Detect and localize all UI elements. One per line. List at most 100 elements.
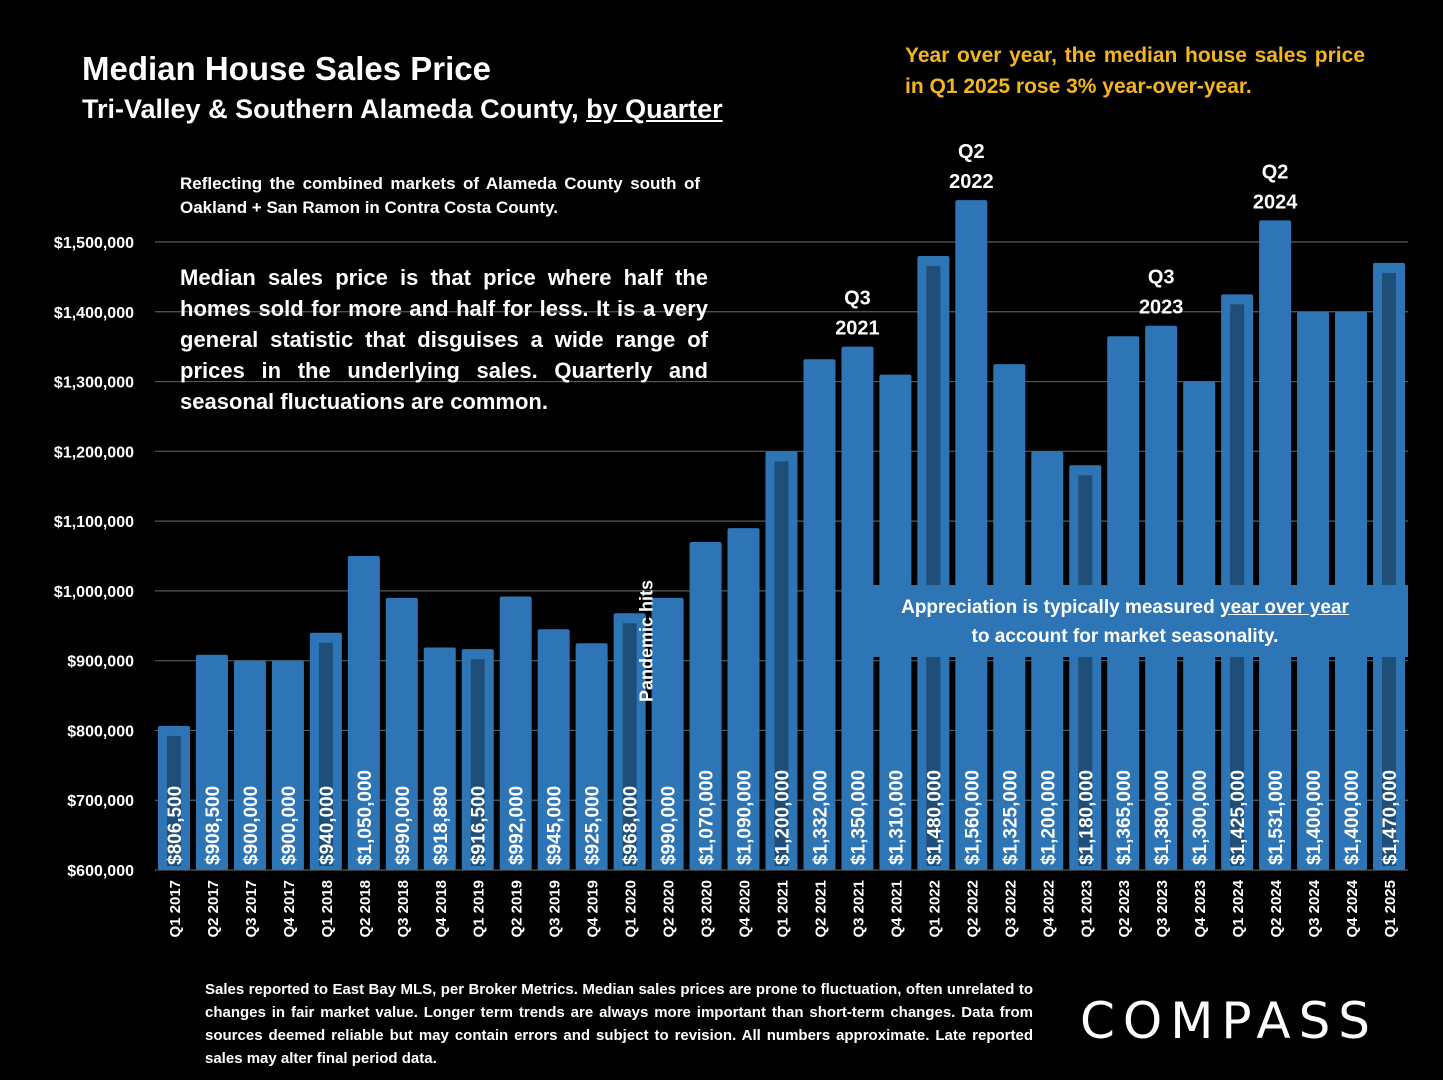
- bar-value-label: $1,070,000: [697, 770, 718, 865]
- x-tick-label: Q2 2022: [964, 880, 981, 938]
- x-tick-label: Q2 2018: [357, 880, 374, 938]
- bar: [955, 200, 988, 871]
- bar: [1031, 451, 1064, 870]
- note-markets: Reflecting the combined markets of Alame…: [180, 174, 700, 217]
- x-tick-label: Q2 2019: [509, 880, 526, 938]
- bar-q1-marker: [470, 659, 485, 866]
- bar-value-label: $990,000: [659, 786, 680, 865]
- y-tick-label: $600,000: [67, 863, 134, 880]
- bar: [195, 654, 228, 870]
- x-tick-label: Q4 2018: [433, 880, 450, 938]
- x-tick-label: Q2 2021: [812, 880, 829, 938]
- note-median-definition: Median sales price is that price where h…: [180, 265, 708, 414]
- y-tick-label: $900,000: [67, 654, 134, 671]
- bar-q1-marker: [774, 461, 789, 866]
- bar-value-label: $1,200,000: [1038, 770, 1059, 865]
- x-tick-label: Q3 2017: [243, 880, 260, 938]
- x-tick-label: Q1 2020: [623, 880, 640, 938]
- bar: [803, 359, 836, 870]
- x-tick-label: Q3 2021: [850, 880, 867, 938]
- annotation-quarter: Q2: [958, 141, 985, 163]
- x-tick-label: Q1 2024: [1230, 879, 1247, 937]
- bar-value-label: $918,880: [431, 786, 452, 865]
- bar-value-label: $1,050,000: [355, 770, 376, 865]
- bar-value-label: $1,400,000: [1342, 770, 1363, 865]
- x-tick-label: Q4 2017: [281, 880, 298, 938]
- y-tick-label: $1,500,000: [54, 235, 134, 252]
- bar-value-label: $1,325,000: [1000, 770, 1021, 865]
- callout-line2: to account for market seasonality.: [971, 626, 1279, 647]
- bar-value-label: $1,531,000: [1266, 770, 1287, 865]
- x-tick-label: Q1 2025: [1382, 880, 1399, 938]
- x-tick-label: Q4 2020: [737, 880, 754, 938]
- x-tick-label: Q3 2019: [547, 880, 564, 938]
- bar-value-label: $806,500: [165, 786, 186, 865]
- bar: [651, 597, 684, 870]
- x-tick-label: Q4 2023: [1192, 880, 1209, 938]
- chart-subtitle: Tri-Valley & Southern Alameda County, by…: [82, 94, 723, 125]
- annotation-quarter: Q2: [1262, 161, 1289, 183]
- callout-line1-underlined: year over year: [1220, 597, 1349, 618]
- subtitle-main: Tri-Valley & Southern Alameda County,: [82, 94, 587, 124]
- annotation-quarter: Q3: [1148, 267, 1175, 289]
- bar-q1-marker: [926, 265, 941, 866]
- bar-q1-marker: [318, 642, 333, 866]
- x-tick-label: Q2 2017: [205, 880, 222, 938]
- bar-q1-marker: [166, 735, 181, 866]
- bar-q1-marker: [1382, 272, 1397, 866]
- bar: [385, 597, 418, 870]
- x-tick-label: Q3 2023: [1154, 880, 1171, 938]
- bar-value-label: $900,000: [241, 786, 262, 865]
- annotation-year: 2024: [1253, 191, 1298, 213]
- bar-value-label: $1,365,000: [1114, 770, 1135, 865]
- bar: [499, 596, 532, 870]
- x-tick-label: Q3 2018: [395, 880, 412, 938]
- x-tick-label: Q4 2022: [1040, 880, 1057, 938]
- pandemic-label: Pandemic hits: [637, 580, 657, 702]
- bar: [575, 643, 608, 870]
- bar-value-label: $900,000: [279, 786, 300, 865]
- bar-q1-marker: [1078, 475, 1093, 866]
- y-tick-label: $1,200,000: [54, 444, 134, 461]
- chart-title: Median House Sales Price: [82, 50, 492, 87]
- x-tick-label: Q3 2022: [1002, 880, 1019, 938]
- bar-value-label: $1,480,000: [924, 770, 945, 865]
- y-tick-label: $1,100,000: [54, 514, 134, 531]
- bar-value-label: $940,000: [317, 786, 338, 865]
- bar-value-label: $1,400,000: [1304, 770, 1325, 865]
- bar-value-label: $916,500: [469, 786, 490, 865]
- y-tick-label: $1,000,000: [54, 584, 134, 601]
- x-tick-label: Q2 2024: [1268, 879, 1285, 937]
- bar-value-label: $1,350,000: [848, 770, 869, 865]
- bar-value-label: $968,000: [621, 786, 642, 865]
- bar-value-label: $1,332,000: [810, 770, 831, 865]
- bar: [423, 647, 456, 870]
- x-tick-label: Q1 2023: [1078, 880, 1095, 938]
- bar-value-label: $1,425,000: [1228, 770, 1249, 865]
- bar-value-label: $1,380,000: [1152, 770, 1173, 865]
- x-tick-label: Q1 2018: [319, 880, 336, 938]
- bar: [347, 556, 380, 870]
- x-tick-label: Q4 2024: [1344, 879, 1361, 937]
- y-axis-tick-labels: $600,000 $700,000 $800,000 $900,000 $1,000,0…: [54, 235, 134, 880]
- y-tick-label: $1,300,000: [54, 375, 134, 392]
- bar-value-label: $992,000: [507, 786, 528, 865]
- bar-value-label: $1,310,000: [886, 770, 907, 865]
- bar: [1259, 220, 1292, 870]
- x-tick-label: Q3 2024: [1306, 879, 1323, 937]
- footer-disclaimer: Sales reported to East Bay MLS, per Brok…: [205, 981, 1033, 1067]
- bar-value-label: $1,200,000: [773, 770, 794, 865]
- x-tick-label: Q1 2022: [926, 880, 943, 938]
- y-tick-label: $700,000: [67, 793, 134, 810]
- x-axis-tick-labels: Q1 2017 Q2 2017 Q3 2017 Q4 2017 Q1 2018 Q2 20…: [167, 879, 1399, 937]
- headline-yoy: Year over year, the median house sales p…: [905, 44, 1365, 98]
- appreciation-callout: Appreciation is typically measured year …: [842, 585, 1408, 657]
- x-tick-label: Q1 2021: [775, 880, 792, 938]
- bar: [689, 542, 722, 870]
- bar-value-label: $990,000: [393, 786, 414, 865]
- bar-value-label: $908,500: [203, 786, 224, 865]
- bar-value-label: $1,470,000: [1380, 770, 1401, 865]
- bar-value-label: $1,180,000: [1076, 770, 1097, 865]
- bar: [271, 660, 304, 870]
